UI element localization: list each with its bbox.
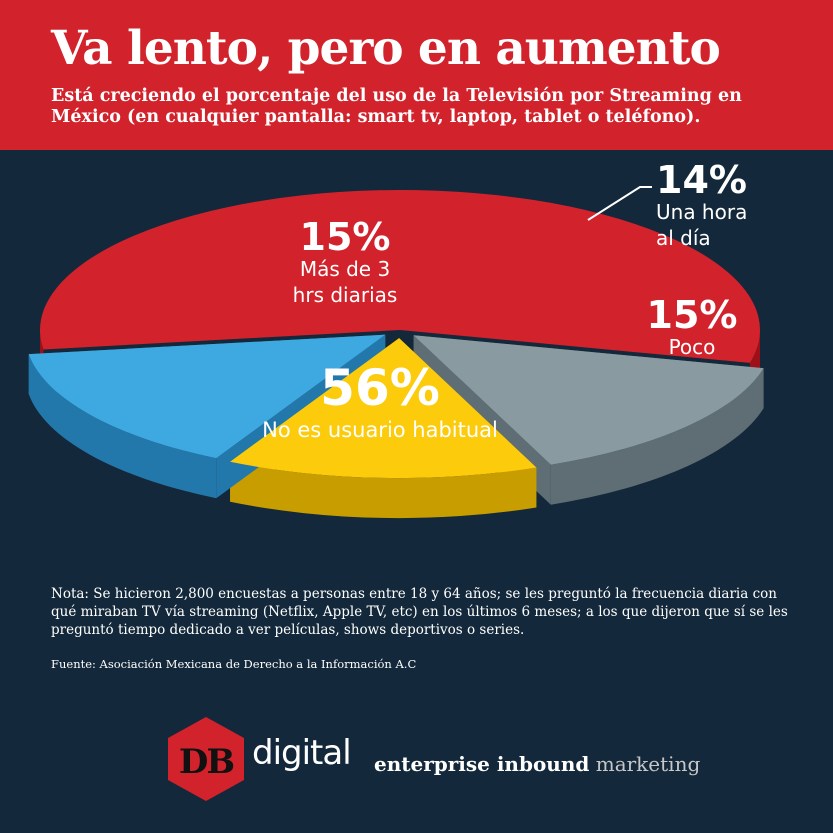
source-credit: Fuente: Asociación Mexicana de Derecho a… (51, 657, 417, 671)
slice-category-label: al día (656, 226, 711, 250)
pie-slice-side (230, 461, 537, 519)
pie-slice (413, 335, 764, 465)
slice-value-label: 15% (300, 215, 391, 259)
slice-value-label: 15% (647, 293, 738, 337)
header-banner: Va lento, pero en aumento Está creciendo… (0, 0, 833, 150)
slice-value-label: 14% (656, 158, 747, 202)
slice-category-label: hrs diarias (293, 283, 398, 307)
tagline-strong: enterprise inbound (374, 752, 590, 776)
db-logo-icon: DB (168, 717, 244, 801)
tagline-light: marketing (595, 752, 701, 776)
survey-note: Nota: Se hicieron 2,800 encuestas a pers… (51, 586, 788, 638)
pie-slice (40, 190, 760, 363)
brand-name: digital (252, 733, 352, 773)
pie-slice (28, 334, 386, 459)
pie-slice (230, 338, 537, 479)
slice-category-label: No es usuario habitual (262, 418, 498, 442)
slice-category-label: Más de 3 (300, 257, 390, 281)
slice-value-label: 56% (320, 359, 440, 417)
pie-slice-side (550, 368, 764, 505)
tagline: enterprise inbound marketing (374, 752, 700, 776)
slice-category-label: Poco (669, 335, 716, 359)
logo-text: DB (179, 742, 233, 782)
slice-category-label: Una hora (656, 200, 747, 224)
leader-line (587, 186, 652, 221)
page-subtitle: Está creciendo el porcentaje del uso de … (51, 86, 742, 127)
page-title: Va lento, pero en aumento (51, 21, 721, 76)
pie-slice-side (28, 354, 217, 499)
